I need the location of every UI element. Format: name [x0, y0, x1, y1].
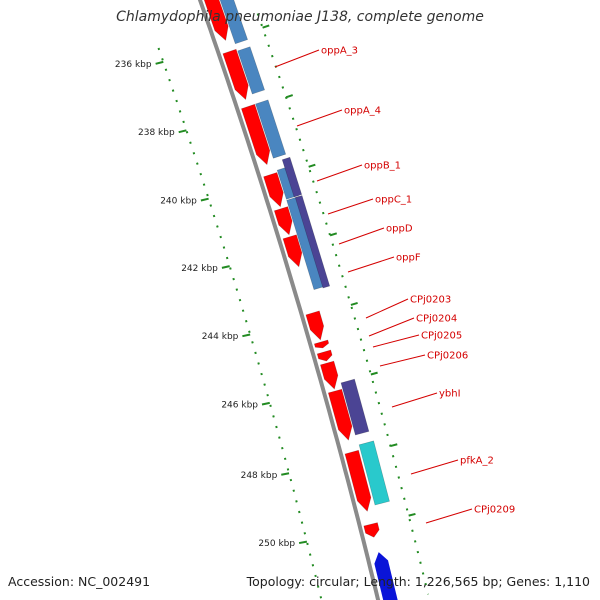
gene-label: oppA_4: [344, 106, 381, 117]
kbp-tick-marks: 236 kbp 238 kbp 240 kbp 242 kbp 244 kbp 246 k…: [115, 24, 416, 549]
gene-label: oppB_1: [364, 161, 401, 172]
backbone-line: [197, 0, 381, 600]
gene-leader-line: [410, 459, 459, 475]
genome-backbone: [197, 0, 381, 600]
forward-cds-arrow: [282, 234, 303, 268]
kbp-tick-mark-outer: [329, 232, 338, 237]
gene-label: ybhI: [439, 389, 461, 400]
kbp-tick-mark: [221, 265, 230, 269]
kbp-tick-label: 246 kbp: [221, 401, 258, 411]
gene-leader-line: [327, 198, 374, 215]
kbp-tick-mark-outer: [370, 371, 378, 376]
kbp-tick-mark: [178, 129, 187, 134]
cog-purple-bar: [340, 378, 370, 436]
gene-leader-line: [338, 227, 385, 245]
forward-cds-arrow: [305, 310, 325, 341]
gene-leader-line: [365, 298, 409, 319]
kbp-tick-label: 242 kbp: [181, 264, 218, 274]
kbp-tick-label: 248 kbp: [241, 471, 278, 481]
forward-cds-arrow: [263, 172, 284, 208]
kbp-tick-mark: [298, 540, 308, 545]
kbp-tick-mark: [261, 401, 270, 406]
map-title: Chlamydophila pneumoniae J138, complete …: [116, 9, 484, 25]
cog-cyan-bar: [358, 440, 390, 506]
kbp-tick-mark-outer: [408, 512, 416, 517]
gene-leader-line: [372, 334, 420, 348]
kbp-tick-label: 238 kbp: [138, 128, 175, 138]
gene-leader-line: [391, 392, 438, 408]
gene-label: pfkA_2: [460, 456, 494, 467]
outer-dotted-ring: [256, 13, 430, 595]
kbp-tick-mark-outer: [350, 301, 358, 306]
kbp-tick-mark: [281, 472, 290, 476]
topology-text: Topology: circular; Length: 1,226,565 bp…: [246, 574, 590, 589]
forward-cds-arrow: [241, 103, 271, 166]
gene-leader-line: [296, 109, 343, 127]
gene-leader-line: [347, 256, 395, 273]
forward-cds-arrow: [273, 206, 293, 236]
gene-label: CPj0203: [410, 295, 451, 306]
kbp-tick-mark-outer: [390, 443, 398, 448]
forward-cds-arrow: [203, 0, 229, 41]
gene-leader-line: [368, 317, 415, 337]
kbp-tick-mark-outer: [262, 24, 270, 29]
reverse-cds-bar: [237, 46, 265, 95]
reverse-cds-bar: [219, 0, 248, 45]
kbp-tick-label: 236 kbp: [115, 60, 152, 70]
gene-label: oppD: [386, 224, 413, 235]
forward-cds-arrow: [327, 388, 353, 441]
gene-label: oppA_3: [321, 46, 358, 57]
gene-label: CPj0206: [427, 351, 468, 362]
accession-text: Accession: NC_002491: [8, 574, 151, 589]
forward-cds-arrow: [313, 339, 330, 349]
gene-leader-line: [274, 49, 320, 68]
gene-label: CPj0204: [416, 314, 457, 325]
gene-leader-line: [316, 164, 363, 182]
kbp-tick-mark-outer: [285, 94, 294, 99]
gene-label: oppC_1: [375, 195, 412, 206]
kbp-tick-mark-outer: [308, 163, 316, 168]
forward-cds-arrow: [344, 449, 372, 512]
gene-leader-line: [425, 508, 473, 524]
gene-label: CPj0209: [474, 505, 515, 516]
cog-purple-bar: [281, 156, 303, 198]
gene-features: [203, 0, 398, 600]
forward-cds-arrow: [320, 360, 339, 390]
inner-dotted-ring: [157, 47, 323, 600]
kbp-tick-mark: [242, 333, 251, 338]
dotted-guide-rings: [157, 13, 430, 600]
kbp-tick-label: 240 kbp: [160, 197, 197, 207]
kbp-tick-label: 244 kbp: [202, 332, 239, 342]
kbp-tick-mark: [200, 197, 209, 202]
kbp-tick-mark: [155, 60, 164, 65]
gene-leader-line: [379, 354, 426, 367]
forward-cds-arrow: [363, 522, 380, 538]
forward-cds-arrow: [222, 48, 249, 101]
kbp-tick-label: 250 kbp: [258, 539, 295, 549]
reverse-cds-bar: [255, 99, 287, 159]
reverse-cds-arrow-blue: [374, 552, 398, 600]
gene-label: CPj0205: [421, 331, 462, 342]
cog-purple-bar: [294, 195, 331, 289]
gene-labels: oppA_3 oppA_4 oppB_1 oppC_1 oppD oppF CPj0203 C…: [274, 46, 515, 524]
gene-label: oppF: [396, 253, 421, 264]
forward-cds-arrow: [316, 349, 333, 362]
